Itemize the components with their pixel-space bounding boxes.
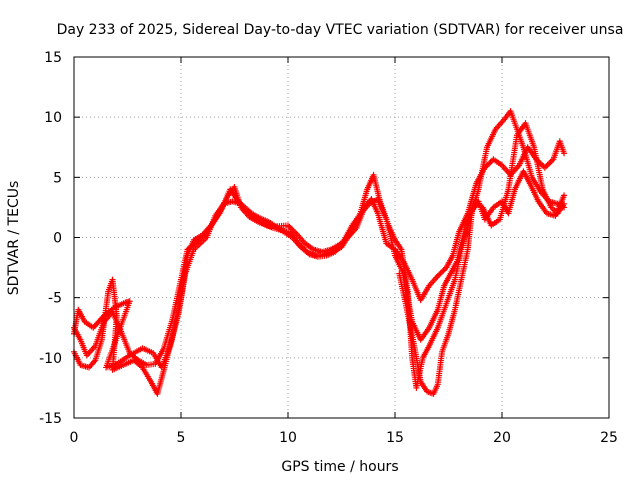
tick-layer: 0 5 10 15 20 25 -15 -10 -5 0 5 10 15 <box>39 50 618 446</box>
chart-title: Day 233 of 2025, Sidereal Day-to-day VTE… <box>57 22 624 38</box>
plot-frame <box>73 56 610 419</box>
x-axis-label: GPS time / hours <box>281 459 398 475</box>
x-tick-label: 15 <box>386 430 404 446</box>
series-trace-3 <box>71 120 568 371</box>
data-point <box>561 150 568 157</box>
y-axis-label: SDTVAR / TECUs <box>6 181 22 296</box>
x-tick-label: 5 <box>177 430 186 446</box>
y-tick-label: 5 <box>53 170 62 186</box>
y-tick-label: 15 <box>44 50 62 66</box>
y-tick-label: -10 <box>39 351 62 367</box>
y-tick-label: 10 <box>44 110 62 126</box>
x-tick-label: 0 <box>70 430 79 446</box>
y-tick-label: 0 <box>53 231 62 247</box>
y-tick-label: -15 <box>39 411 62 427</box>
y-tick-label: -5 <box>48 291 62 307</box>
data-point <box>561 192 568 199</box>
x-tick-label: 25 <box>600 430 618 446</box>
x-tick-label: 10 <box>279 430 297 446</box>
series-trace-4 <box>396 168 568 397</box>
data-marks <box>71 108 568 397</box>
x-tick-label: 20 <box>493 430 511 446</box>
